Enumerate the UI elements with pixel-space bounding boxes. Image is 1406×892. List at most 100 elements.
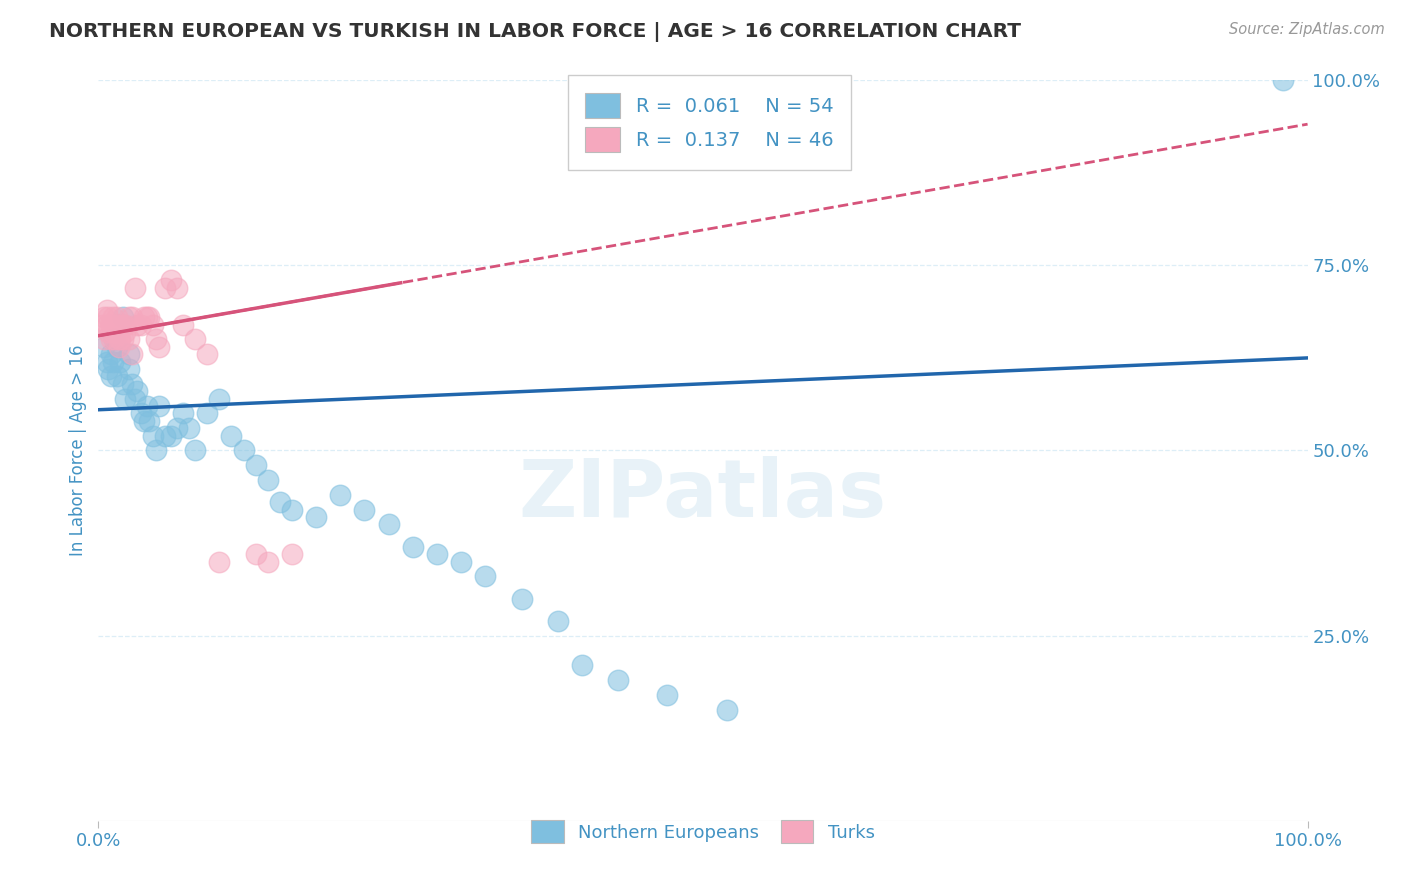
Point <box>105 325 128 339</box>
Point <box>547 614 569 628</box>
Point <box>129 407 152 421</box>
Point <box>179 421 201 435</box>
Point <box>145 443 167 458</box>
Point <box>510 591 533 606</box>
Point <box>184 443 207 458</box>
Point <box>91 318 114 332</box>
Point <box>108 332 131 346</box>
Point <box>160 428 183 442</box>
Point <box>377 517 399 532</box>
Point <box>1272 73 1295 87</box>
Point <box>138 310 160 325</box>
Point <box>172 407 194 421</box>
Point <box>118 310 141 325</box>
Point <box>124 280 146 294</box>
Point <box>245 547 267 561</box>
Point <box>129 318 152 332</box>
Point <box>121 347 143 361</box>
Point <box>142 318 165 332</box>
Point <box>160 273 183 287</box>
Point <box>135 399 157 413</box>
Point <box>474 569 496 583</box>
Point <box>153 428 176 442</box>
Point <box>111 310 134 325</box>
Point <box>108 318 131 332</box>
Point <box>134 414 156 428</box>
Point <box>93 310 115 325</box>
Point <box>256 555 278 569</box>
Point <box>138 414 160 428</box>
Point <box>105 340 128 354</box>
Point <box>100 332 122 346</box>
Point <box>281 502 304 516</box>
Point <box>134 310 156 325</box>
Point <box>135 310 157 325</box>
Point <box>105 369 128 384</box>
Point <box>100 369 122 384</box>
Legend: Northern Europeans, Turks: Northern Europeans, Turks <box>522 811 884 853</box>
Point <box>96 302 118 317</box>
Point <box>426 547 449 561</box>
Point <box>103 318 125 332</box>
Point <box>571 658 593 673</box>
Point <box>166 280 188 294</box>
Point <box>353 502 375 516</box>
Point <box>256 473 278 487</box>
Point <box>195 347 218 361</box>
Point <box>97 362 120 376</box>
Point <box>127 318 149 332</box>
Point <box>96 318 118 332</box>
Point <box>208 555 231 569</box>
Point <box>153 280 176 294</box>
Point <box>105 310 128 325</box>
Point <box>148 399 170 413</box>
Point <box>111 332 134 346</box>
Point <box>145 332 167 346</box>
Point <box>114 392 136 406</box>
Point <box>305 510 328 524</box>
Point <box>142 428 165 442</box>
Point <box>100 318 122 332</box>
Point <box>148 340 170 354</box>
Point <box>402 540 425 554</box>
Point <box>103 332 125 346</box>
Point <box>269 495 291 509</box>
Text: Source: ZipAtlas.com: Source: ZipAtlas.com <box>1229 22 1385 37</box>
Point <box>114 325 136 339</box>
Point <box>93 340 115 354</box>
Point <box>245 458 267 473</box>
Point <box>607 673 630 687</box>
Point <box>96 354 118 368</box>
Point <box>208 392 231 406</box>
Point <box>655 688 678 702</box>
Point <box>450 555 472 569</box>
Text: ZIPatlas: ZIPatlas <box>519 456 887 534</box>
Point <box>93 332 115 346</box>
Point <box>118 332 141 346</box>
Point <box>124 392 146 406</box>
Point <box>108 332 131 346</box>
Point <box>127 384 149 399</box>
Text: NORTHERN EUROPEAN VS TURKISH IN LABOR FORCE | AGE > 16 CORRELATION CHART: NORTHERN EUROPEAN VS TURKISH IN LABOR FO… <box>49 22 1021 42</box>
Point <box>108 340 131 354</box>
Point <box>195 407 218 421</box>
Point <box>329 488 352 502</box>
Point <box>184 332 207 346</box>
Point <box>281 547 304 561</box>
Point <box>166 421 188 435</box>
Y-axis label: In Labor Force | Age > 16: In Labor Force | Age > 16 <box>69 344 87 557</box>
Point <box>118 362 141 376</box>
Point <box>232 443 254 458</box>
Point <box>97 310 120 325</box>
Point <box>111 318 134 332</box>
Point <box>100 347 122 361</box>
Point <box>114 318 136 332</box>
Point <box>108 354 131 368</box>
Point <box>221 428 243 442</box>
Point <box>111 376 134 391</box>
Point <box>101 354 124 368</box>
Point <box>101 310 124 325</box>
Point <box>121 376 143 391</box>
Point <box>716 703 738 717</box>
Point <box>118 347 141 361</box>
